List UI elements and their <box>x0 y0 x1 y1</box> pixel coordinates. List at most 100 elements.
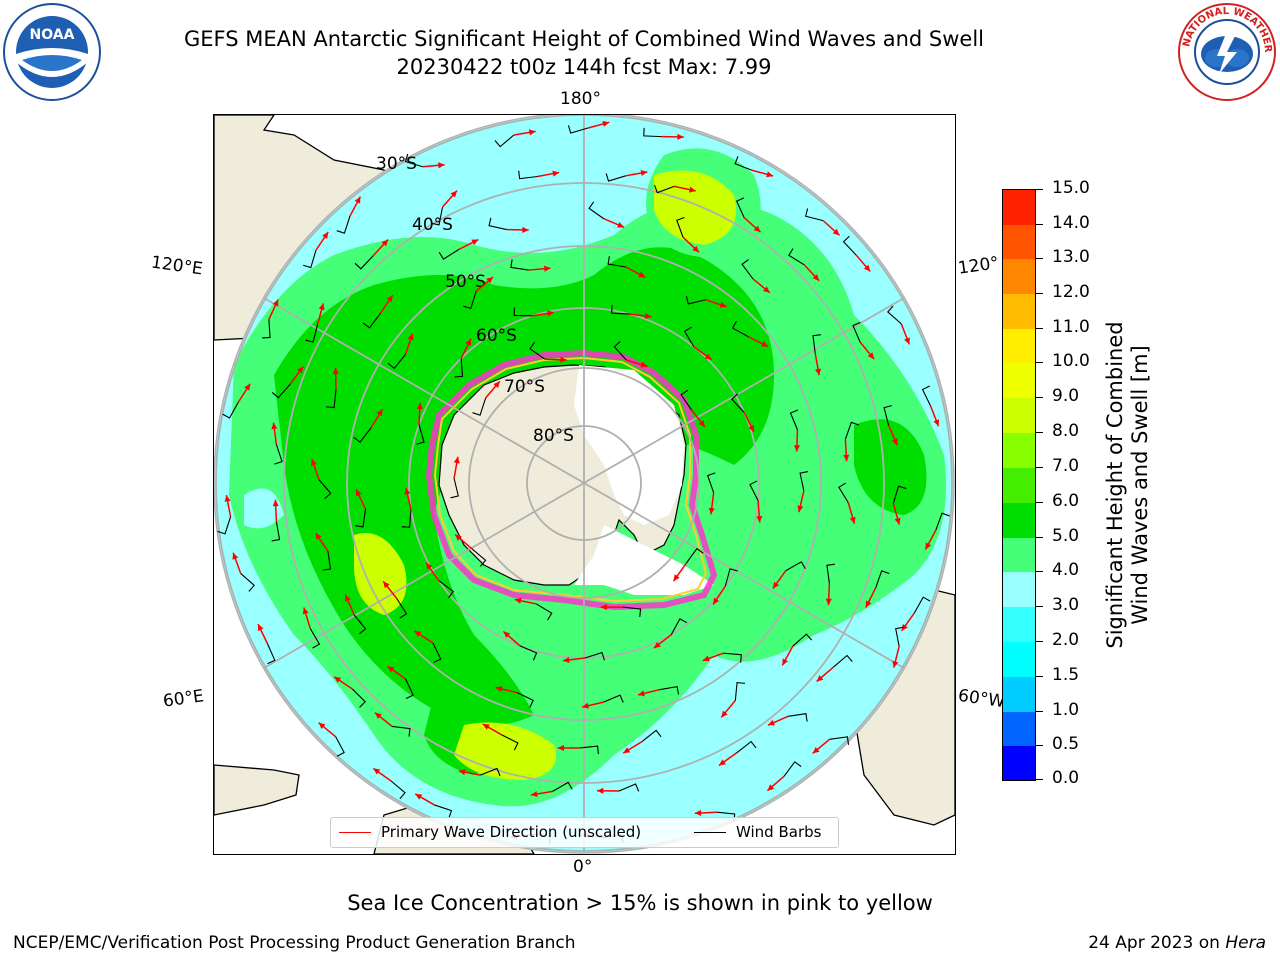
wind-barb <box>723 652 742 663</box>
wave-arrowhead <box>867 352 875 360</box>
wind-barb <box>432 642 442 664</box>
wave-arrowhead <box>563 656 570 663</box>
wind-barb <box>789 409 799 430</box>
wind-barb <box>240 573 255 592</box>
wind-barb <box>731 320 749 338</box>
colorbar-tick-mark <box>1035 224 1043 225</box>
wave-direction-arrows <box>224 120 940 840</box>
wind-barb <box>318 479 332 499</box>
wave-arrowhead <box>600 604 608 611</box>
chart-subtitle: 20230422 t00z 144h fcst Max: 7.99 <box>396 55 772 79</box>
colorbar-segment <box>1003 746 1035 780</box>
wave-arrowhead <box>376 409 383 417</box>
wave-arrowhead <box>925 542 932 550</box>
colorbar-tick-mark <box>1035 606 1043 607</box>
wind-barb <box>536 603 553 621</box>
wave-arrowhead <box>453 456 460 464</box>
lat-label: 50°S <box>445 272 486 292</box>
footer-credit: NCEP/EMC/Verification Post Processing Pr… <box>13 933 576 953</box>
colorbar-segment <box>1003 363 1035 398</box>
wave-arrowhead <box>544 265 551 272</box>
colorbar-segment <box>1003 190 1035 225</box>
wind-barb <box>734 682 746 701</box>
wind-barb <box>788 713 808 722</box>
wind-barb <box>654 184 675 194</box>
lat-label: 80°S <box>533 426 574 446</box>
colorbar-tick-label: 11.0 <box>1052 317 1090 337</box>
colorbar-tick-label: 1.5 <box>1052 665 1080 685</box>
wave-arrowhead <box>356 489 362 497</box>
wave-arrowhead <box>843 454 850 462</box>
wind-barb <box>735 197 745 218</box>
colorbar-title: Significant Height of Combined Wind Wave… <box>1103 321 1152 649</box>
sea-ice-caption: Sea Ice Concentration > 15% is shown in … <box>347 891 933 915</box>
colorbar-segment <box>1003 294 1035 329</box>
wind-barb <box>390 780 406 800</box>
wave-arrowhead <box>482 723 490 730</box>
wind-barb <box>396 598 408 619</box>
wind-barb <box>731 393 745 413</box>
colorbar-tick-mark <box>1035 397 1043 398</box>
wind-barb <box>706 472 716 493</box>
colorbar-tick-label: 12.0 <box>1052 282 1090 302</box>
wave-arrowhead <box>894 517 901 525</box>
colorbar-segment <box>1003 329 1035 363</box>
wave-arrowhead <box>756 516 763 523</box>
wave-arrowhead <box>528 129 536 136</box>
wind-barb <box>921 385 931 406</box>
wave-arrowhead <box>767 784 775 791</box>
colorbar-tick-label: 7.0 <box>1052 456 1080 476</box>
wind-barb <box>611 305 630 315</box>
wave-arrowhead <box>892 660 899 668</box>
colorbar-tick-label: 3.0 <box>1052 595 1080 615</box>
wave-arrowhead <box>704 353 712 360</box>
wind-barb <box>404 153 423 168</box>
wind-barb <box>685 296 706 305</box>
wave-arrowhead <box>692 245 700 253</box>
wave-arrowhead <box>597 787 604 794</box>
wind-barb <box>584 651 605 661</box>
colorbar-tick-label: 10.0 <box>1052 351 1090 371</box>
wind-barb <box>510 259 529 271</box>
wind-barb <box>438 580 455 599</box>
wave-arrowhead <box>257 624 264 632</box>
svg-text:NOAA: NOAA <box>30 27 75 43</box>
wave-arrowhead <box>552 170 560 177</box>
wind-barb <box>659 685 680 695</box>
wave-arrowhead <box>232 552 239 560</box>
wave-arrowhead <box>832 228 840 236</box>
wind-barb <box>471 548 487 567</box>
colorbar-tick-label: 2.0 <box>1052 630 1080 650</box>
wind-barb <box>852 321 861 343</box>
noaa-logo: NOAA <box>3 3 101 101</box>
colorbar-tick-mark <box>1035 328 1043 329</box>
wave-arrowhead <box>547 310 554 317</box>
wind-barb <box>883 405 892 426</box>
lon-label-60w: 60°W <box>956 685 1007 713</box>
colorbar-tick-mark <box>1035 571 1043 572</box>
wave-arrowhead <box>719 759 726 766</box>
map-panel: 30°S 40°S 50°S 60°S 70°S 80°S <box>213 114 956 855</box>
wave-arrowhead <box>815 368 822 376</box>
wind-barb <box>353 614 367 635</box>
wave-arrowhead <box>933 419 940 427</box>
footer-date: 24 Apr 2023 on Hera <box>1088 933 1266 953</box>
wave-arrowhead <box>386 295 393 303</box>
wave-arrowhead <box>503 631 511 638</box>
wave-arrowhead <box>486 277 493 284</box>
wind-barb <box>913 596 931 614</box>
wave-arrowhead <box>415 793 423 800</box>
legend-wave-swatch <box>339 832 371 833</box>
wave-arrowhead <box>416 402 423 410</box>
wave-arrowhead <box>748 424 754 432</box>
wind-barb <box>805 208 824 222</box>
map-legend: Primary Wave Direction (unscaled) Wind B… <box>330 817 839 848</box>
wind-barb <box>305 324 319 343</box>
colorbar-segment <box>1003 642 1035 677</box>
wind-barb <box>516 692 534 708</box>
wind-barb <box>352 688 366 708</box>
colorbar-tick-label: 1.0 <box>1052 700 1080 720</box>
colorbar-segment <box>1003 538 1035 572</box>
wave-arrowhead <box>302 607 309 615</box>
wave-arrowhead <box>865 600 872 608</box>
